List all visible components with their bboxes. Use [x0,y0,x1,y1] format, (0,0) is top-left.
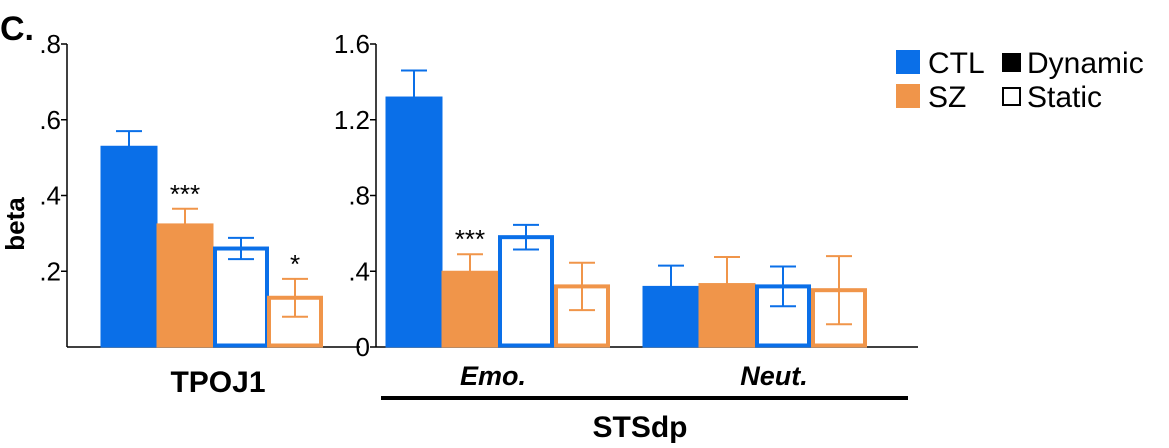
group-label-emo: Emo. [460,361,526,391]
y-tick-label: .6 [39,105,61,135]
legend-label-sz: SZ [928,81,966,114]
bar-ctl-dynamic [642,285,700,348]
y-tick-label: 1.2 [334,105,370,135]
legend-label-ctl: CTL [928,47,985,80]
panel-label: C. [0,10,34,48]
bar-ctl-dynamic [385,96,443,348]
bar-sz-dynamic [441,270,499,348]
legend-swatch-sz [896,84,920,108]
y-tick-label: .4 [39,181,61,211]
panel-2-x-label: STSdp [593,411,688,444]
y-tick-label: 0 [356,332,370,362]
significance-stars: * [290,249,300,279]
y-tick-label: .8 [348,181,370,211]
legend-label-dynamic: Dynamic [1027,47,1144,80]
bar-sz-static [267,295,323,348]
y-tick-label: .8 [39,29,61,59]
group-label-neut: Neut. [740,361,808,391]
bar-ctl-dynamic [100,145,158,348]
panel-1-x-label: TPOJ1 [170,366,265,399]
bar-ctl-static [213,246,269,348]
legend-label-static: Static [1027,81,1102,114]
y-tick-label: .4 [348,256,370,286]
bar-ctl-static [498,235,554,348]
legend-swatch-dynamic [1002,53,1021,72]
bar-sz-dynamic [698,283,756,348]
significance-stars: *** [455,224,485,254]
y-tick-label: .2 [39,256,61,286]
significance-stars: *** [170,179,200,209]
bar-sz-dynamic [156,223,214,348]
legend-swatch-ctl [896,50,920,74]
y-tick-label: 1.6 [334,29,370,59]
y-axis-label: beta [0,197,30,251]
legend-swatch-static [1002,87,1021,106]
